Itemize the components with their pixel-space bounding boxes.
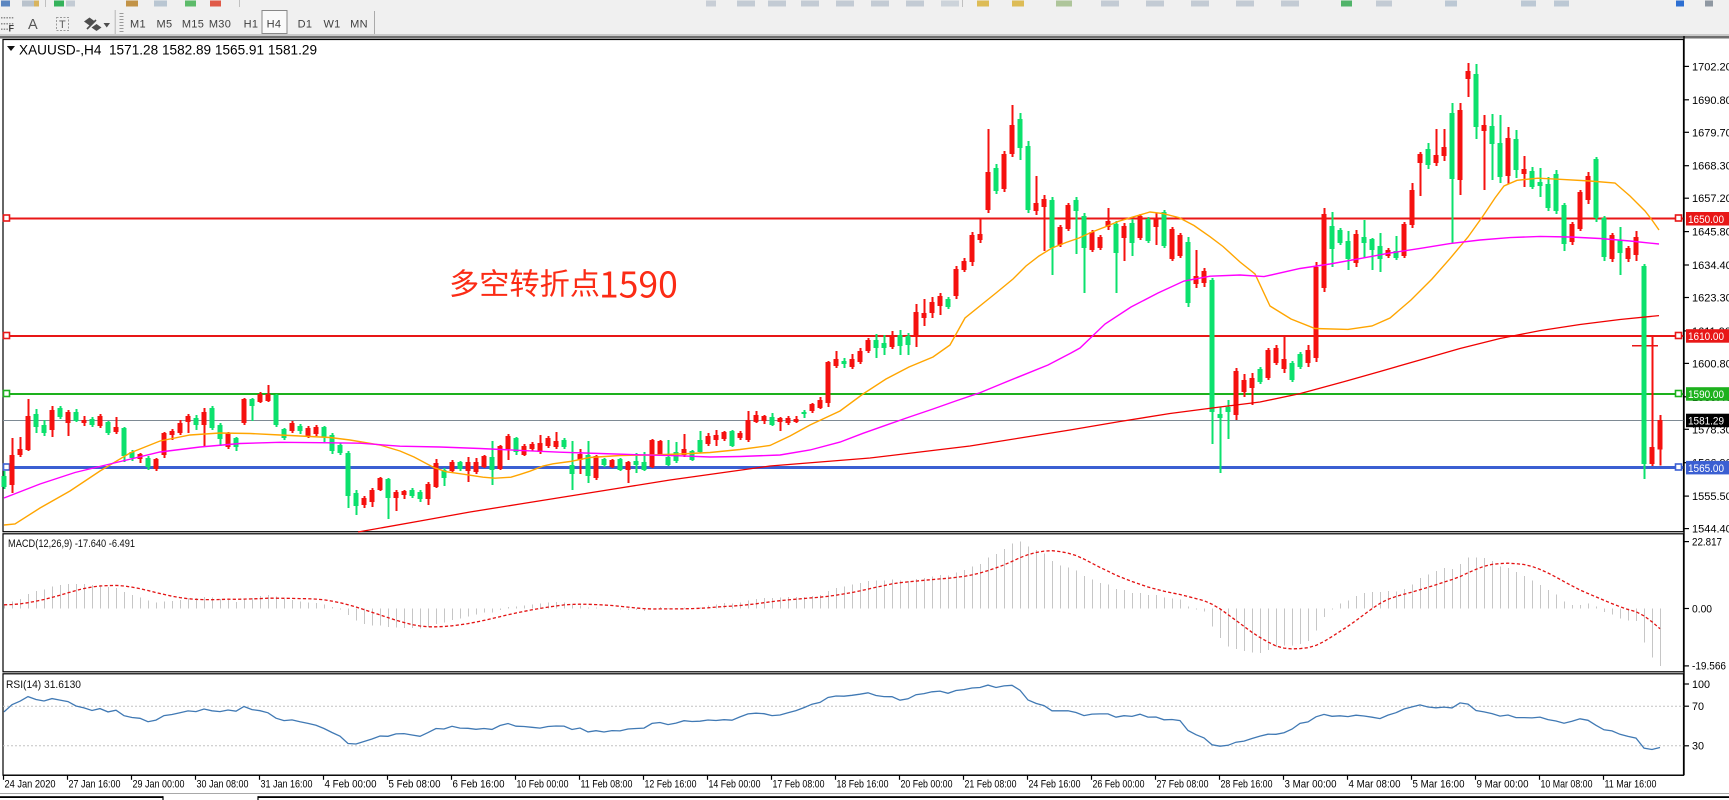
svg-text:10 Feb 00:00: 10 Feb 00:00 [517,778,569,790]
svg-text:1668.30: 1668.30 [1692,161,1729,173]
svg-text:1690.80: 1690.80 [1692,95,1729,107]
svg-text:1544.40: 1544.40 [1692,524,1729,536]
svg-text:W1: W1 [323,19,340,31]
svg-text:1565.00: 1565.00 [1688,463,1724,475]
svg-text:3 Mar 00:00: 3 Mar 00:00 [1285,778,1337,790]
svg-text:11 Mar 16:00: 11 Mar 16:00 [1605,778,1657,790]
svg-text:9 Mar 00:00: 9 Mar 00:00 [1477,778,1529,790]
svg-text:1679.70: 1679.70 [1692,127,1729,139]
svg-text:1657.20: 1657.20 [1692,193,1729,205]
svg-text:10 Mar 08:00: 10 Mar 08:00 [1541,778,1593,790]
svg-text:14 Feb 00:00: 14 Feb 00:00 [709,778,761,790]
svg-text:0.00: 0.00 [1692,603,1712,615]
svg-text:17 Feb 08:00: 17 Feb 08:00 [773,778,825,790]
svg-text:XAUUSD-,H4 1571.28 1582.89 15: XAUUSD-,H4 1571.28 1582.89 1565.91 1581.… [19,42,317,57]
svg-text:A: A [28,17,38,33]
svg-text:26 Feb 00:00: 26 Feb 00:00 [1093,778,1145,790]
svg-text:24 Feb 16:00: 24 Feb 16:00 [1029,778,1081,790]
svg-text:1578.30: 1578.30 [1692,424,1729,436]
svg-text:1702.20: 1702.20 [1692,61,1729,73]
svg-text:31 Jan 16:00: 31 Jan 16:00 [261,778,313,790]
svg-text:6 Feb 16:00: 6 Feb 16:00 [453,778,505,790]
svg-text:-19.566: -19.566 [1692,661,1726,673]
svg-text:1600.80: 1600.80 [1692,358,1729,370]
svg-text:29 Jan 00:00: 29 Jan 00:00 [133,778,185,790]
svg-text:1590.00: 1590.00 [1688,389,1724,401]
svg-text:4 Feb 00:00: 4 Feb 00:00 [325,778,377,790]
svg-text:MN: MN [350,19,368,31]
svg-text:H1: H1 [244,19,259,31]
svg-text:5 Mar 16:00: 5 Mar 16:00 [1413,778,1465,790]
svg-text:22.817: 22.817 [1692,536,1722,548]
svg-text:1555.50: 1555.50 [1692,491,1729,503]
svg-text:1634.40: 1634.40 [1692,260,1729,272]
svg-text:M15: M15 [182,19,204,31]
svg-text:RSI(14) 31.6130: RSI(14) 31.6130 [6,679,81,691]
svg-text:24 Jan 2020: 24 Jan 2020 [5,778,56,790]
svg-text:1650.00: 1650.00 [1688,214,1724,226]
svg-text:18 Feb 16:00: 18 Feb 16:00 [837,778,889,790]
svg-text:70: 70 [1692,701,1704,713]
svg-text:28 Feb 16:00: 28 Feb 16:00 [1221,778,1273,790]
svg-text:D1: D1 [298,19,313,31]
svg-text:1645.80: 1645.80 [1692,227,1729,239]
svg-text:M30: M30 [209,19,231,31]
svg-text:20 Feb 00:00: 20 Feb 00:00 [901,778,953,790]
svg-text:12 Feb 16:00: 12 Feb 16:00 [645,778,697,790]
svg-text:100: 100 [1692,679,1710,691]
svg-text:F: F [9,24,15,34]
svg-text:27 Feb 08:00: 27 Feb 08:00 [1157,778,1209,790]
svg-text:H4: H4 [267,19,282,31]
svg-text:M5: M5 [157,19,173,31]
svg-text:M1: M1 [130,19,146,31]
svg-text:T: T [59,19,66,31]
svg-text:MACD(12,26,9) -17.640 -6.491: MACD(12,26,9) -17.640 -6.491 [8,538,135,550]
svg-text:27 Jan 16:00: 27 Jan 16:00 [69,778,121,790]
svg-text:1610.00: 1610.00 [1688,331,1724,343]
svg-text:4 Mar 08:00: 4 Mar 08:00 [1349,778,1401,790]
svg-text:5 Feb 08:00: 5 Feb 08:00 [389,778,441,790]
svg-text:1623.30: 1623.30 [1692,293,1729,305]
svg-text:30: 30 [1692,741,1704,753]
svg-text:11 Feb 08:00: 11 Feb 08:00 [581,778,633,790]
svg-text:30 Jan 08:00: 30 Jan 08:00 [197,778,249,790]
svg-text:1581.29: 1581.29 [1688,416,1724,428]
svg-text:21 Feb 08:00: 21 Feb 08:00 [965,778,1017,790]
